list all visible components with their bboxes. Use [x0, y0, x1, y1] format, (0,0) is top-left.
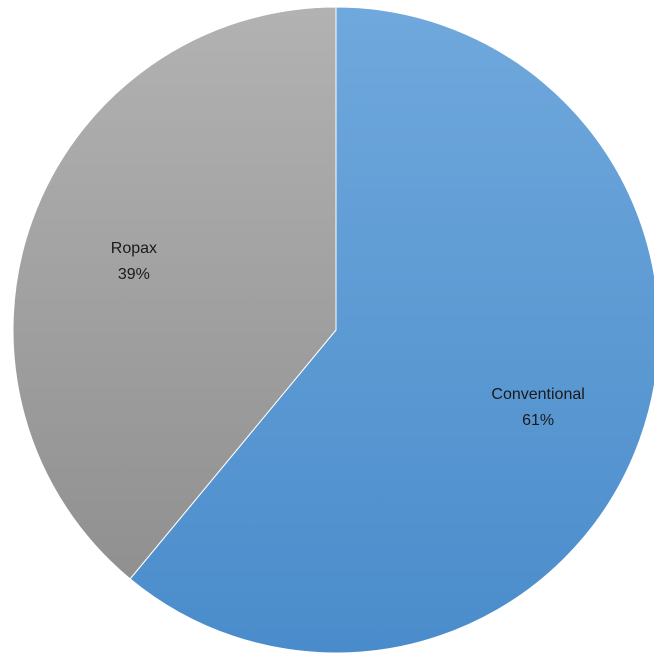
pie-data-labels: Conventional 61% Ropax 39%	[111, 240, 585, 429]
data-label-category: Ropax	[111, 240, 157, 257]
data-label-category: Conventional	[491, 386, 584, 403]
data-label-percent: 61%	[522, 412, 554, 429]
pie-slice-ropax	[12, 6, 337, 580]
data-label-percent: 39%	[118, 266, 150, 283]
pie-slices	[12, 6, 654, 654]
pie-slice-conventional	[129, 6, 654, 654]
data-label-ropax: Ropax 39%	[111, 240, 157, 283]
data-label-conventional: Conventional 61%	[491, 386, 584, 429]
